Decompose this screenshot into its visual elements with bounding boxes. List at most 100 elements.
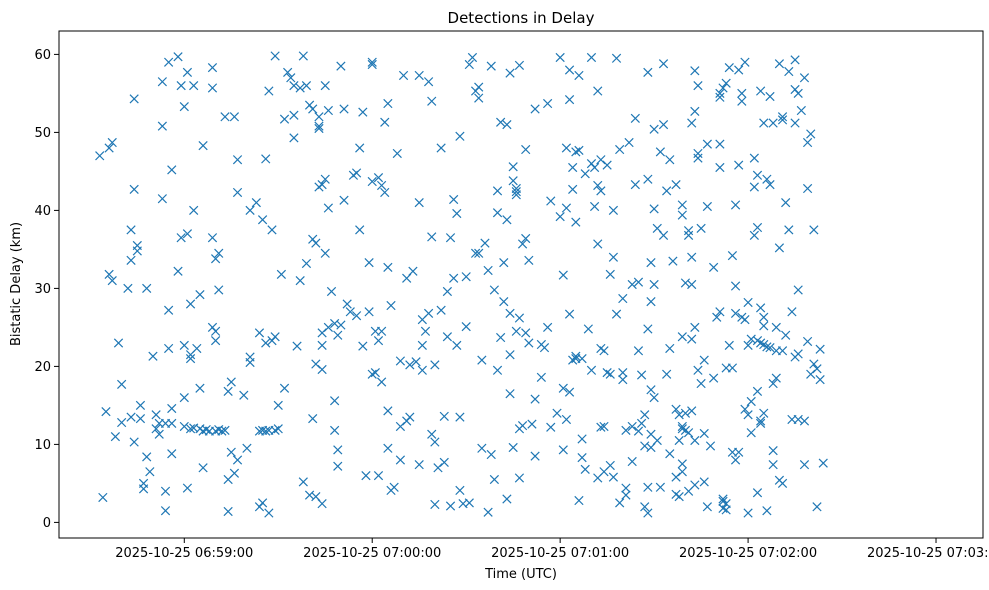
data-point	[755, 416, 766, 426]
data-point	[135, 400, 146, 411]
data-point	[160, 506, 171, 516]
data-point	[273, 424, 283, 434]
data-point	[743, 508, 753, 518]
data-point	[724, 340, 734, 350]
data-point	[627, 421, 637, 432]
data-point	[715, 162, 725, 173]
data-point	[157, 121, 167, 131]
data-point	[505, 308, 515, 318]
x-axis: 2025-10-25 06:59:00 2025-10-25 07:00:00 20…	[115, 538, 989, 561]
data-point	[129, 94, 139, 104]
data-point	[189, 205, 199, 216]
data-point	[383, 406, 393, 416]
data-point	[740, 314, 750, 325]
data-point	[220, 112, 230, 122]
x-tick-label: 2025-10-25 07:00:00	[303, 546, 441, 561]
data-point	[380, 187, 390, 198]
data-point	[752, 488, 763, 498]
data-point	[173, 266, 183, 276]
data-point	[392, 148, 402, 159]
data-point	[777, 478, 788, 489]
data-point	[229, 468, 240, 478]
data-point	[301, 258, 312, 269]
data-point	[283, 67, 293, 77]
data-point	[430, 360, 440, 370]
data-point	[646, 385, 656, 395]
data-point	[768, 446, 778, 456]
data-point	[474, 82, 484, 92]
data-point	[279, 383, 290, 393]
data-point	[643, 324, 653, 334]
data-point	[364, 258, 374, 268]
data-point	[483, 265, 493, 276]
data-point	[452, 340, 462, 350]
data-point	[699, 428, 709, 439]
data-point	[586, 52, 597, 63]
data-point	[608, 472, 619, 482]
data-point	[496, 332, 506, 343]
data-point	[505, 350, 515, 360]
data-point	[261, 154, 271, 164]
data-point	[383, 262, 393, 272]
data-point	[618, 375, 628, 385]
data-point	[229, 112, 240, 122]
data-point	[317, 364, 327, 375]
data-point	[812, 502, 822, 512]
data-point	[339, 104, 349, 114]
data-point	[367, 176, 377, 187]
data-point	[489, 285, 500, 295]
data-point	[292, 341, 302, 351]
data-point	[658, 230, 669, 240]
data-point	[430, 437, 440, 447]
data-point	[799, 73, 810, 83]
data-point	[508, 162, 518, 172]
y-tick-label: 20	[34, 360, 51, 375]
data-point	[367, 57, 377, 67]
data-point	[815, 344, 825, 354]
data-point	[687, 252, 697, 262]
data-point	[320, 174, 330, 184]
data-point	[693, 80, 703, 91]
data-point	[627, 279, 637, 290]
data-point	[373, 173, 384, 183]
data-point	[677, 200, 687, 210]
data-point	[759, 321, 769, 331]
data-point	[530, 451, 540, 461]
data-point	[743, 410, 753, 420]
data-point	[752, 222, 763, 233]
data-point	[774, 59, 785, 69]
data-point	[542, 322, 553, 333]
data-point	[737, 88, 747, 99]
data-point	[636, 370, 647, 380]
data-point	[317, 499, 327, 509]
data-point	[461, 272, 471, 282]
data-point	[636, 418, 647, 428]
data-point	[571, 217, 581, 227]
data-point	[245, 205, 255, 216]
data-point	[326, 286, 337, 297]
data-point	[564, 387, 575, 397]
data-point	[699, 477, 709, 487]
data-point	[427, 232, 437, 242]
data-point	[608, 252, 619, 262]
data-point	[690, 66, 700, 76]
data-point	[649, 204, 659, 214]
data-point	[164, 57, 174, 67]
data-point	[210, 336, 221, 346]
data-point	[752, 170, 763, 180]
data-point	[755, 338, 766, 348]
data-point	[608, 205, 619, 216]
data-point	[517, 421, 528, 431]
data-point	[734, 160, 744, 170]
data-point	[226, 377, 236, 387]
data-point	[611, 53, 622, 63]
data-point	[486, 449, 496, 460]
data-point	[395, 356, 406, 366]
data-point	[223, 386, 233, 396]
data-point	[505, 389, 515, 399]
data-point	[596, 422, 606, 432]
data-point	[724, 63, 734, 73]
data-point	[376, 180, 387, 191]
data-point	[474, 248, 484, 258]
data-point	[715, 307, 725, 317]
